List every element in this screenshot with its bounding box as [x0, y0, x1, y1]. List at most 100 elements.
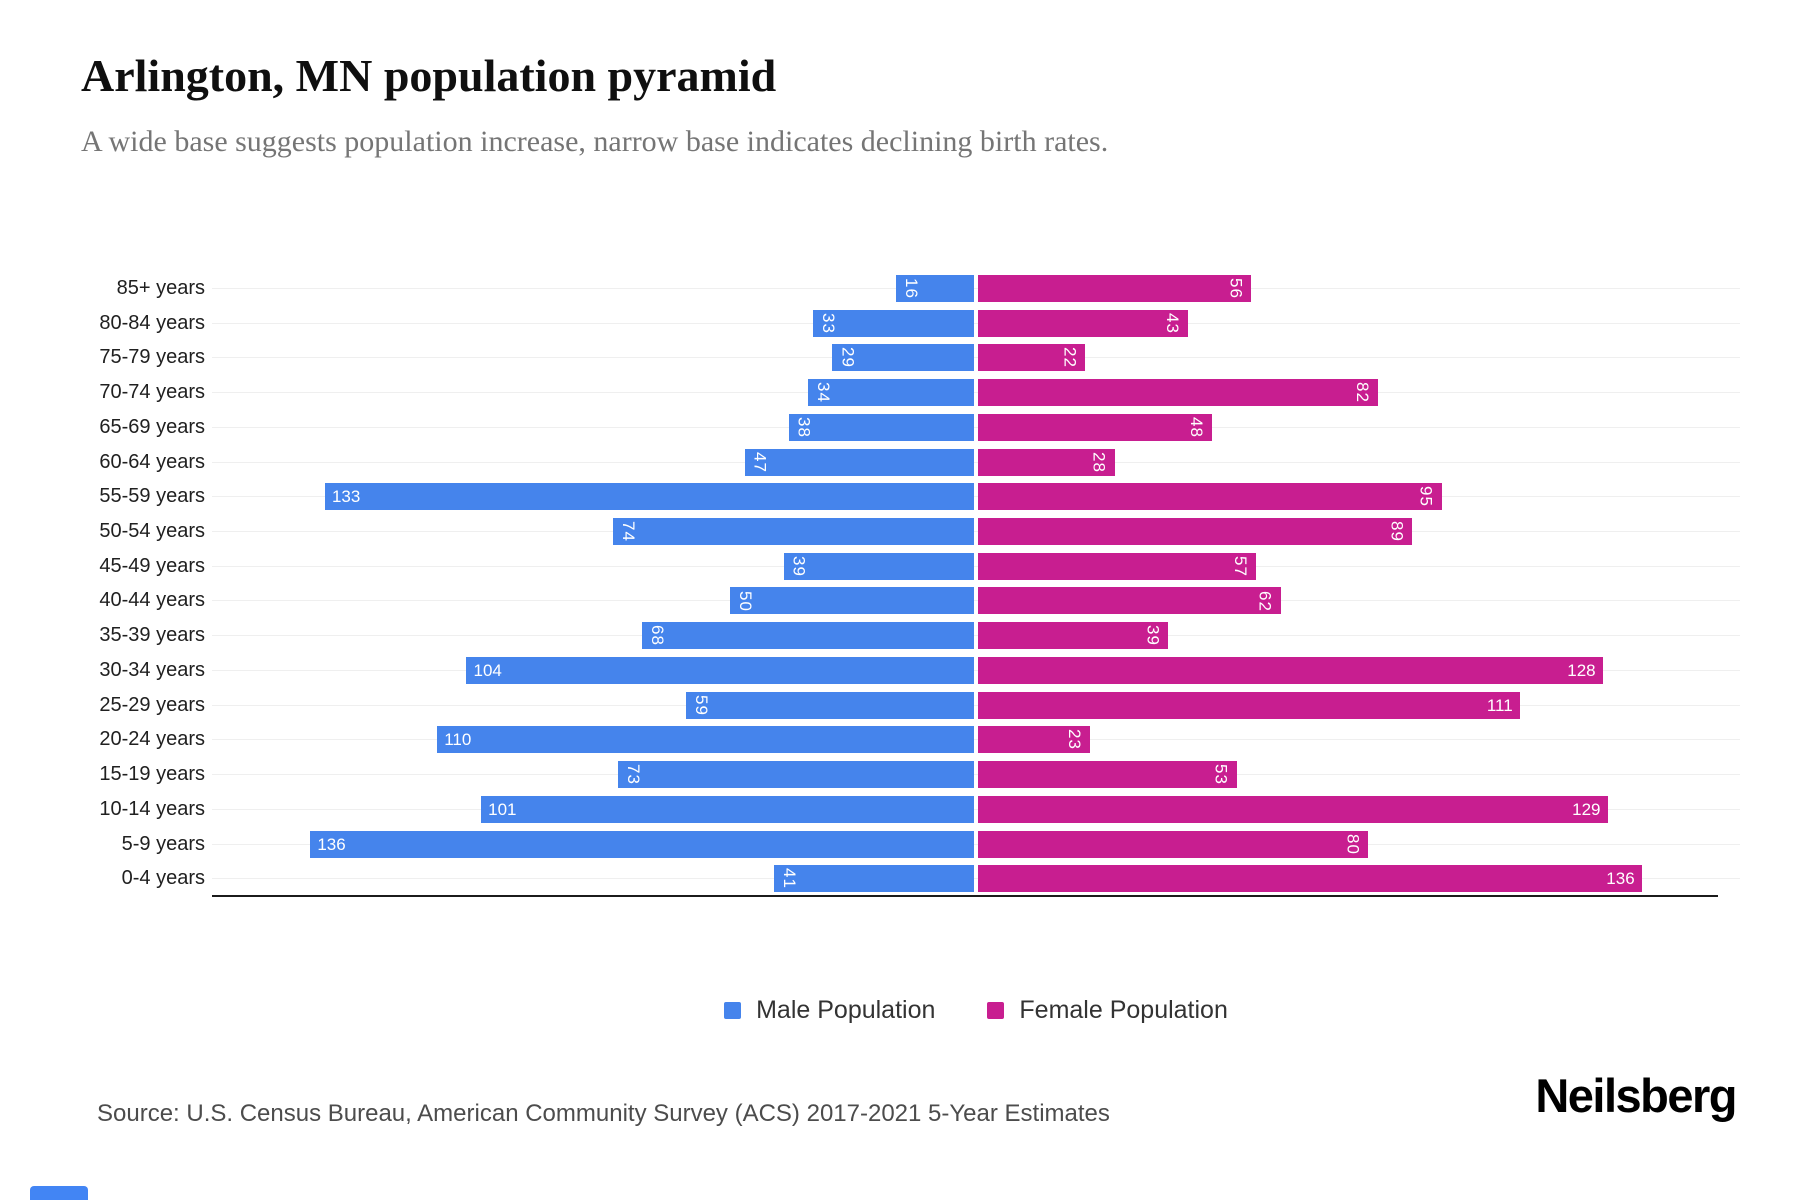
bar-value-label: 133: [331, 487, 361, 507]
age-axis-label: 85+ years: [116, 277, 205, 299]
pyramid-row: 41 136: [212, 861, 1740, 896]
female-bar-40-44-years[interactable]: 62: [978, 587, 1281, 615]
pyramid-row: 29 22: [212, 340, 1740, 375]
male-bar-25-29-years[interactable]: 59: [686, 691, 974, 719]
pyramid-row: 133 95: [212, 479, 1740, 514]
bar-value-label: 110: [444, 730, 472, 750]
male-bar-20-24-years[interactable]: 110: [437, 726, 974, 754]
female-bar-55-59-years[interactable]: 95: [978, 483, 1442, 511]
age-axis-label: 40-44 years: [99, 589, 205, 612]
age-axis-label: 35-39 years: [99, 624, 205, 647]
female-bar-35-39-years[interactable]: 39: [978, 622, 1169, 650]
female-bar-10-14-years[interactable]: 129: [978, 795, 1608, 823]
female-bar-0-4-years[interactable]: 136: [978, 865, 1642, 893]
gridline: [212, 322, 1740, 324]
male-bar-30-34-years[interactable]: 104: [466, 656, 974, 684]
gridline: [212, 739, 1740, 741]
female-bar-20-24-years[interactable]: 23: [978, 726, 1091, 754]
female-bar-25-29-years[interactable]: 111: [978, 691, 1520, 719]
bottom-left-blue-chip[interactable]: [30, 1186, 88, 1200]
age-axis-label: 20-24 years: [99, 728, 205, 751]
male-bar-70-74-years[interactable]: 34: [808, 379, 974, 407]
bar-value-label: 73: [623, 764, 643, 786]
male-bar-5-9-years[interactable]: 136: [310, 830, 974, 858]
bar-value-label: 43: [1162, 312, 1182, 334]
bar-value-label: 29: [838, 347, 858, 369]
pyramid-row: 16 56: [212, 271, 1740, 306]
male-bar-60-64-years[interactable]: 47: [744, 448, 974, 476]
female-bar-15-19-years[interactable]: 53: [978, 761, 1237, 789]
male-bar-10-14-years[interactable]: 101: [481, 795, 974, 823]
male-bar-65-69-years[interactable]: 38: [788, 413, 974, 441]
legend-item-female[interactable]: Female Population: [987, 996, 1228, 1025]
pyramid-row: 59 111: [212, 688, 1740, 723]
male-bar-15-19-years[interactable]: 73: [617, 761, 974, 789]
gridline: [212, 288, 1740, 289]
gridline: [212, 565, 1740, 567]
age-axis-label: 75-79 years: [99, 346, 205, 369]
female-bar-50-54-years[interactable]: 89: [978, 518, 1413, 546]
age-axis-label: 10-14 years: [99, 797, 205, 820]
bar-value-label: 41: [779, 868, 799, 890]
bar-value-label: 38: [794, 416, 814, 438]
bar-value-label: 39: [1143, 625, 1163, 647]
bar-value-label: 50: [736, 590, 755, 612]
male-bar-75-79-years[interactable]: 29: [832, 344, 974, 372]
bar-value-label: 56: [1226, 278, 1246, 299]
age-axis-label: 25-29 years: [99, 693, 205, 716]
pyramid-row: 34 82: [212, 375, 1740, 410]
male-bar-85+-years[interactable]: 16: [895, 275, 974, 302]
female-bar-60-64-years[interactable]: 28: [978, 448, 1115, 476]
female-bar-85+-years[interactable]: 56: [978, 275, 1252, 302]
male-bar-55-59-years[interactable]: 133: [324, 483, 974, 511]
legend-label-female: Female Population: [1019, 996, 1228, 1024]
female-bar-5-9-years[interactable]: 80: [978, 830, 1369, 858]
legend-item-male[interactable]: Male Population: [724, 996, 935, 1025]
source-attribution: Source: U.S. Census Bureau, American Com…: [97, 1100, 1110, 1127]
gridline: [212, 669, 1740, 671]
bar-value-label: 28: [1089, 451, 1109, 473]
female-bar-80-84-years[interactable]: 43: [978, 309, 1188, 337]
male-swatch-icon: [724, 1002, 742, 1019]
female-bar-75-79-years[interactable]: 22: [978, 344, 1086, 372]
male-bar-50-54-years[interactable]: 74: [612, 518, 974, 546]
bar-value-label: 23: [1065, 729, 1085, 751]
male-bar-0-4-years[interactable]: 41: [773, 865, 974, 893]
male-bar-45-49-years[interactable]: 39: [783, 552, 974, 580]
bar-value-label: 16: [901, 278, 921, 299]
pyramid-row: 33 43: [212, 306, 1740, 341]
age-axis-label: 70-74 years: [99, 381, 205, 404]
bar-value-label: 136: [317, 834, 346, 854]
page-title: Arlington, MN population pyramid: [81, 50, 777, 101]
bar-value-label: 68: [648, 625, 668, 647]
bar-value-label: 104: [473, 660, 502, 680]
bar-value-label: 59: [692, 694, 712, 716]
bar-value-label: 48: [1187, 416, 1207, 438]
gridline: [212, 531, 1740, 533]
page-subtitle: A wide base suggests population increase…: [81, 124, 1109, 158]
age-axis-label: 5-9 years: [121, 832, 205, 855]
bar-value-label: 34: [814, 382, 834, 404]
bar-value-label: 128: [1567, 660, 1596, 680]
pyramid-row: 73 53: [212, 757, 1740, 792]
gridline: [212, 774, 1740, 776]
pyramid-row: 101 129: [212, 792, 1740, 827]
male-bar-80-84-years[interactable]: 33: [812, 309, 974, 337]
chart-legend: Male Population Female Population: [212, 996, 1740, 1025]
female-bar-65-69-years[interactable]: 48: [978, 413, 1213, 441]
female-bar-30-34-years[interactable]: 128: [978, 656, 1603, 684]
neilsberg-logo[interactable]: Neilsberg: [1535, 1069, 1737, 1122]
female-bar-45-49-years[interactable]: 57: [978, 552, 1257, 580]
pyramid-row: 47 28: [212, 445, 1740, 480]
bar-value-label: 95: [1416, 486, 1436, 508]
bar-value-label: 47: [750, 451, 770, 473]
male-bar-40-44-years[interactable]: 50: [730, 587, 974, 615]
bar-value-label: 74: [618, 521, 638, 542]
female-bar-70-74-years[interactable]: 82: [978, 379, 1379, 407]
x-axis-baseline: [212, 895, 1718, 897]
gridline: [212, 843, 1740, 845]
male-bar-35-39-years[interactable]: 68: [642, 622, 974, 650]
gridline: [212, 704, 1740, 706]
pyramid-row: 104 128: [212, 653, 1740, 688]
